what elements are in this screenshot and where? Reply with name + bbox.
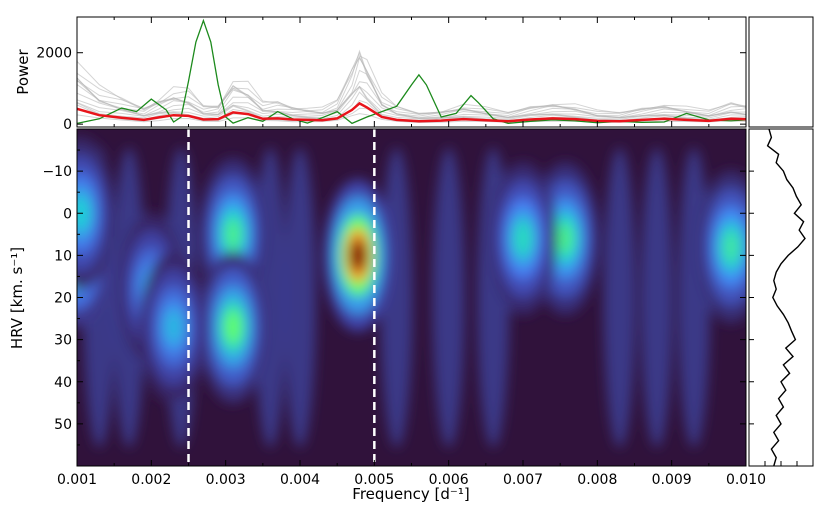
hrv-y-tick-label: 30: [54, 333, 72, 349]
frequency-markers: [187, 129, 376, 466]
heatmap-peak: [77, 196, 90, 230]
hrv-y-tick-label: 40: [54, 375, 72, 391]
hrv-axis-label: HRV [km. s⁻¹]: [8, 247, 26, 349]
heatmap-band: [603, 147, 636, 448]
corner-empty-panel: [748, 16, 814, 128]
gray-periodogram-line: [77, 55, 746, 115]
heatmap-peak: [349, 238, 367, 272]
series-line-single-periodogram-green-: [77, 18, 746, 125]
hrv-y-ticks: −10 0 10 20 30 40 50: [42, 149, 746, 446]
hrv-profile-background: [749, 129, 813, 466]
hrv-profile-line: [766, 129, 806, 466]
hrv-profile-panel: [748, 128, 814, 467]
heatmap-band: [284, 147, 316, 448]
frequency-x-tick-label: 0.009: [652, 472, 692, 488]
series-line-mean-periodogram-red-: [77, 101, 746, 123]
gray-periodogram-line: [77, 49, 746, 117]
hrv-y-tick-label: 10: [54, 248, 72, 264]
heatmap-peak: [224, 310, 242, 344]
frequency-axis-label: Frequency [d⁻¹]: [352, 485, 469, 503]
power-y-tick-label: 2000: [36, 46, 72, 62]
frequency-x-tick-label: 0.006: [429, 472, 469, 488]
hrv-y-tick-label: 20: [54, 291, 72, 307]
hrv-heatmap-panel: −10 0 10 20 30 40 50 0.001 0.002 0.003 0.004 0.005…: [8, 128, 766, 503]
power-x-ticks: [76, 17, 747, 127]
frequency-x-tick-label: 0.002: [131, 472, 171, 488]
frequency-x-tick-label: 0.001: [57, 472, 97, 488]
hrv-y-tick-label: −10: [42, 164, 72, 180]
gray-periodogram-line: [77, 86, 746, 121]
heatmap-band: [677, 147, 710, 448]
hrv-profile-series: [766, 129, 806, 466]
heatmap-peak: [165, 310, 183, 344]
frequency-x-tick-label: 0.004: [280, 472, 320, 488]
hrv-y-tick-label: 50: [54, 417, 72, 433]
heatmap-peak: [224, 217, 242, 251]
frequency-x-tick-label: 0.005: [354, 472, 394, 488]
frequency-x-ticks: 0.001 0.002 0.003 0.004 0.005 0.006 0.007 0.008…: [57, 460, 766, 488]
heatmap-peak: [556, 222, 574, 256]
power-series: [77, 18, 746, 125]
heatmap-peak: [722, 230, 740, 264]
power-y-ticks: 0 2000: [36, 46, 746, 133]
heatmap-blobs: [77, 137, 746, 448]
hrv-profile-ticks: [749, 170, 798, 466]
power-panel: 0 2000 Power: [14, 16, 747, 133]
heatmap-band: [640, 147, 673, 448]
frequency-x-tick-label: 0.003: [206, 472, 246, 488]
frequency-x-tick-label: 0.008: [577, 472, 617, 488]
heatmap-band: [432, 147, 465, 448]
power-y-tick-label: 0: [63, 117, 72, 133]
power-axis-label: Power: [14, 48, 32, 94]
hrv-y-tick-label: 0: [63, 206, 72, 222]
gray-periodogram-line: [77, 85, 746, 119]
heatmap-peak: [514, 222, 532, 256]
frequency-x-tick-label: 0.010: [726, 472, 766, 488]
frequency-x-tick-label: 0.007: [503, 472, 543, 488]
